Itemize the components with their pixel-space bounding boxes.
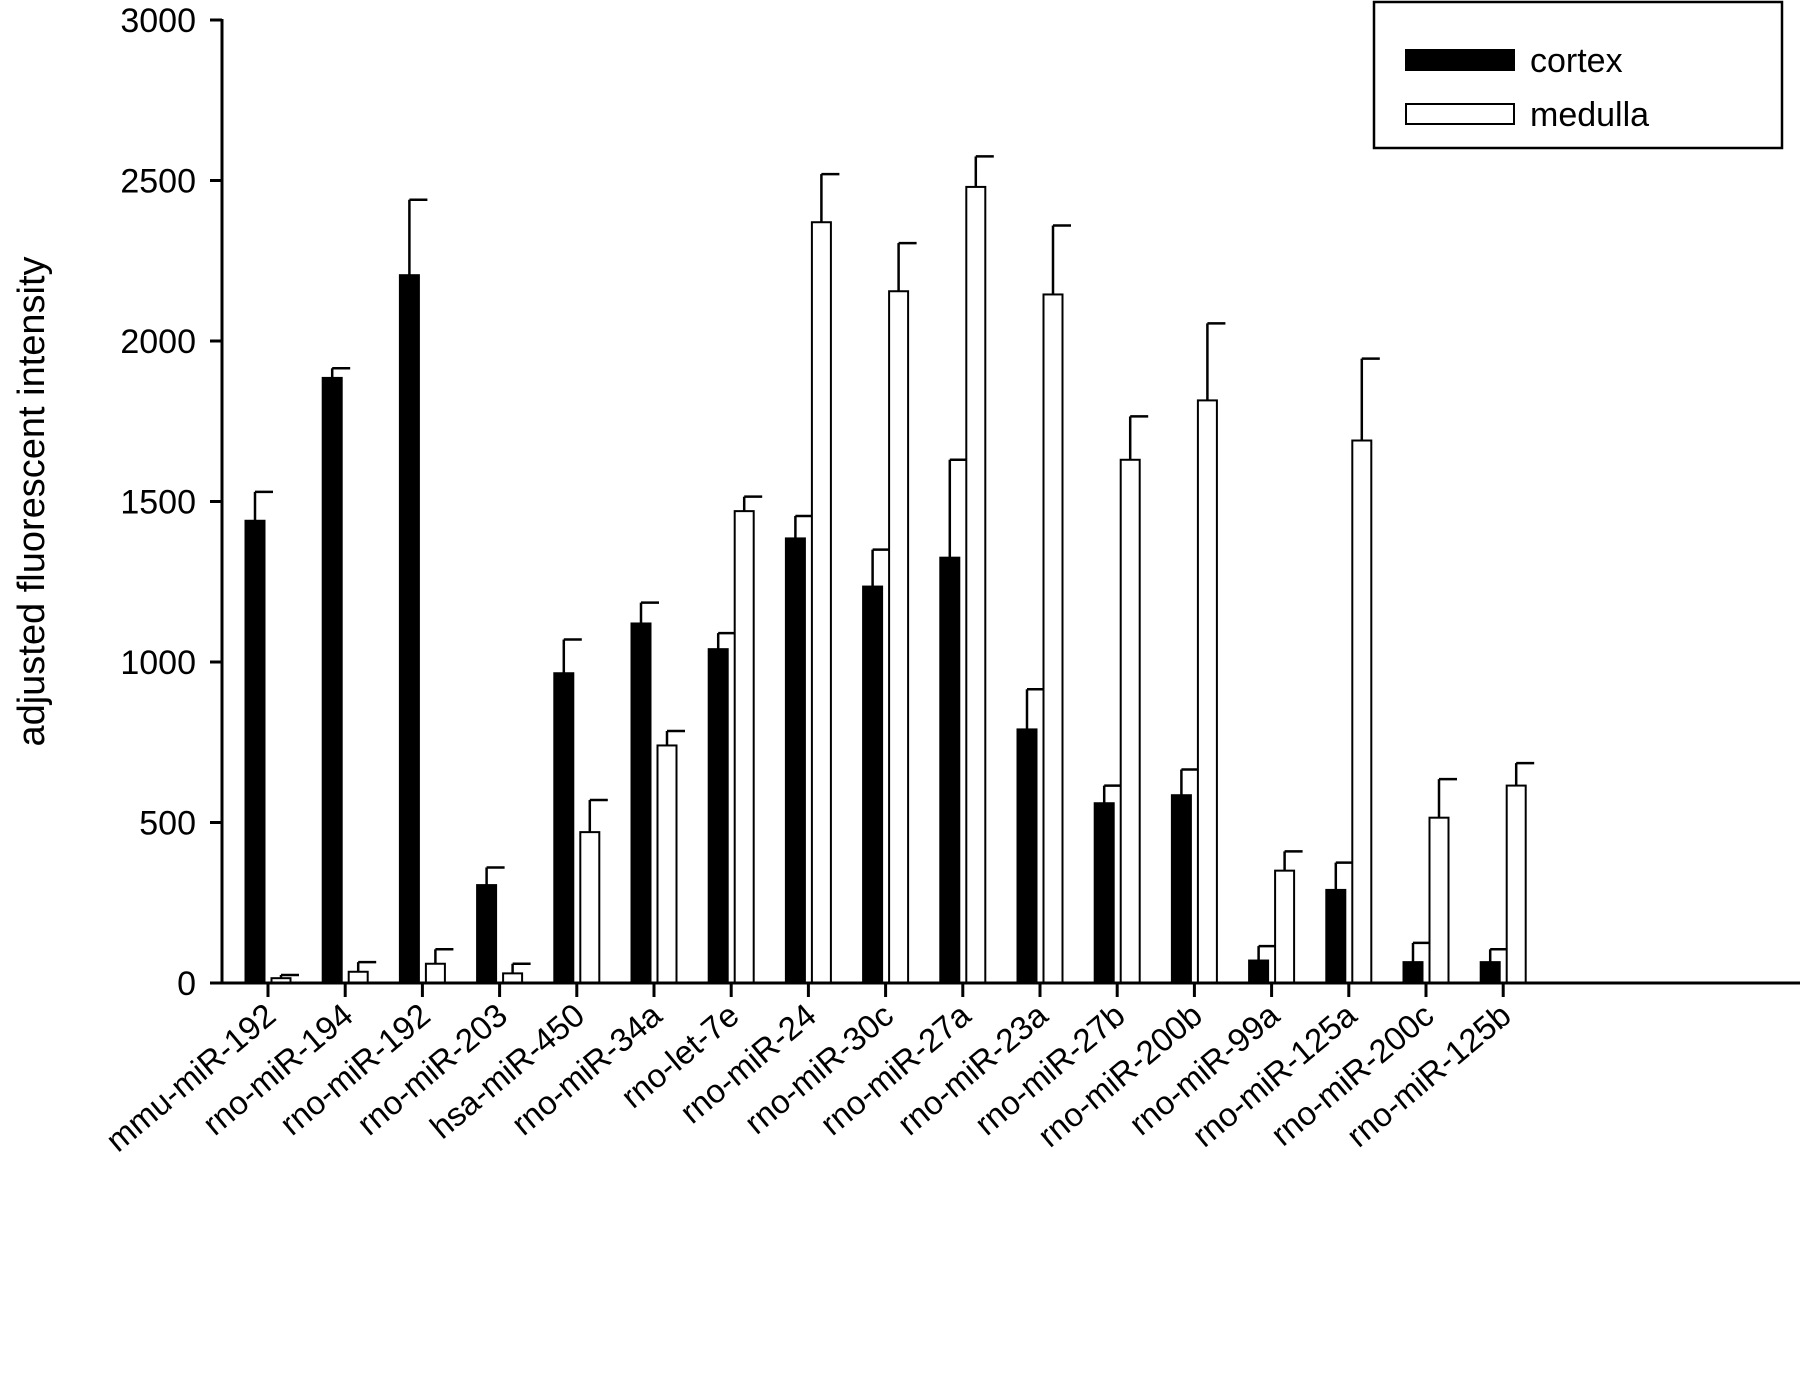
legend: cortex medulla [1372,0,1784,150]
y-tick-label: 0 [177,965,196,1003]
y-tick-label: 2500 [120,163,196,201]
cortex-bar [862,585,884,984]
x-ticks: mmu-miR-192rno-miR-194rno-miR-192rno-miR… [99,983,1518,1159]
cortex-bar [1325,888,1347,984]
cortex-bar [707,648,729,984]
medulla-bar [1119,458,1141,984]
medulla-bar [733,510,755,984]
y-tick-label: 1000 [120,644,196,682]
medulla-bar [579,831,601,984]
cortex-bar [476,884,498,984]
cortex-bar [1093,802,1115,984]
cortex-bar [244,519,266,984]
cortex-bar [1402,961,1424,985]
y-tick-label: 2000 [120,323,196,361]
cortex-bar [321,376,343,985]
cortex-bar [630,622,652,984]
medulla-bar [1274,869,1296,985]
cortex-bar [1016,728,1038,984]
legend-swatch-medulla [1405,103,1515,125]
cortex-bar [553,672,575,984]
cortex-bar [1170,794,1192,985]
y-axis-title: adjusted fluorescent intensity [11,256,53,746]
medulla-bar [1042,293,1064,984]
legend-label-cortex: cortex [1530,42,1623,80]
legend-swatch-cortex [1405,49,1515,71]
cortex-bar [1248,959,1270,985]
y-tick-label: 1500 [120,484,196,522]
medulla-bar [1428,816,1450,984]
medulla-bar [965,185,987,985]
cortex-bar [939,556,961,984]
medulla-bar [1351,439,1373,984]
legend-label-medulla: medulla [1530,96,1649,134]
cortex-bar [784,537,806,984]
cortex-bar [1479,961,1501,985]
medulla-bar [347,970,369,985]
bars-layer [244,155,1535,985]
y-tick-label: 3000 [120,2,196,40]
medulla-bar [424,962,446,984]
axes-layer [220,19,1800,985]
medulla-bar [656,744,678,985]
legend-items: cortex medulla [1405,42,1649,134]
medulla-bar [888,290,910,984]
medulla-bar [1505,784,1527,985]
cortex-bar [398,274,420,984]
y-tick-label: 500 [139,805,196,843]
medulla-bar [1196,399,1218,984]
y-ticks: 0 500 1000 1500 2000 2500 3000 [120,2,222,1003]
medulla-bar [810,221,832,985]
